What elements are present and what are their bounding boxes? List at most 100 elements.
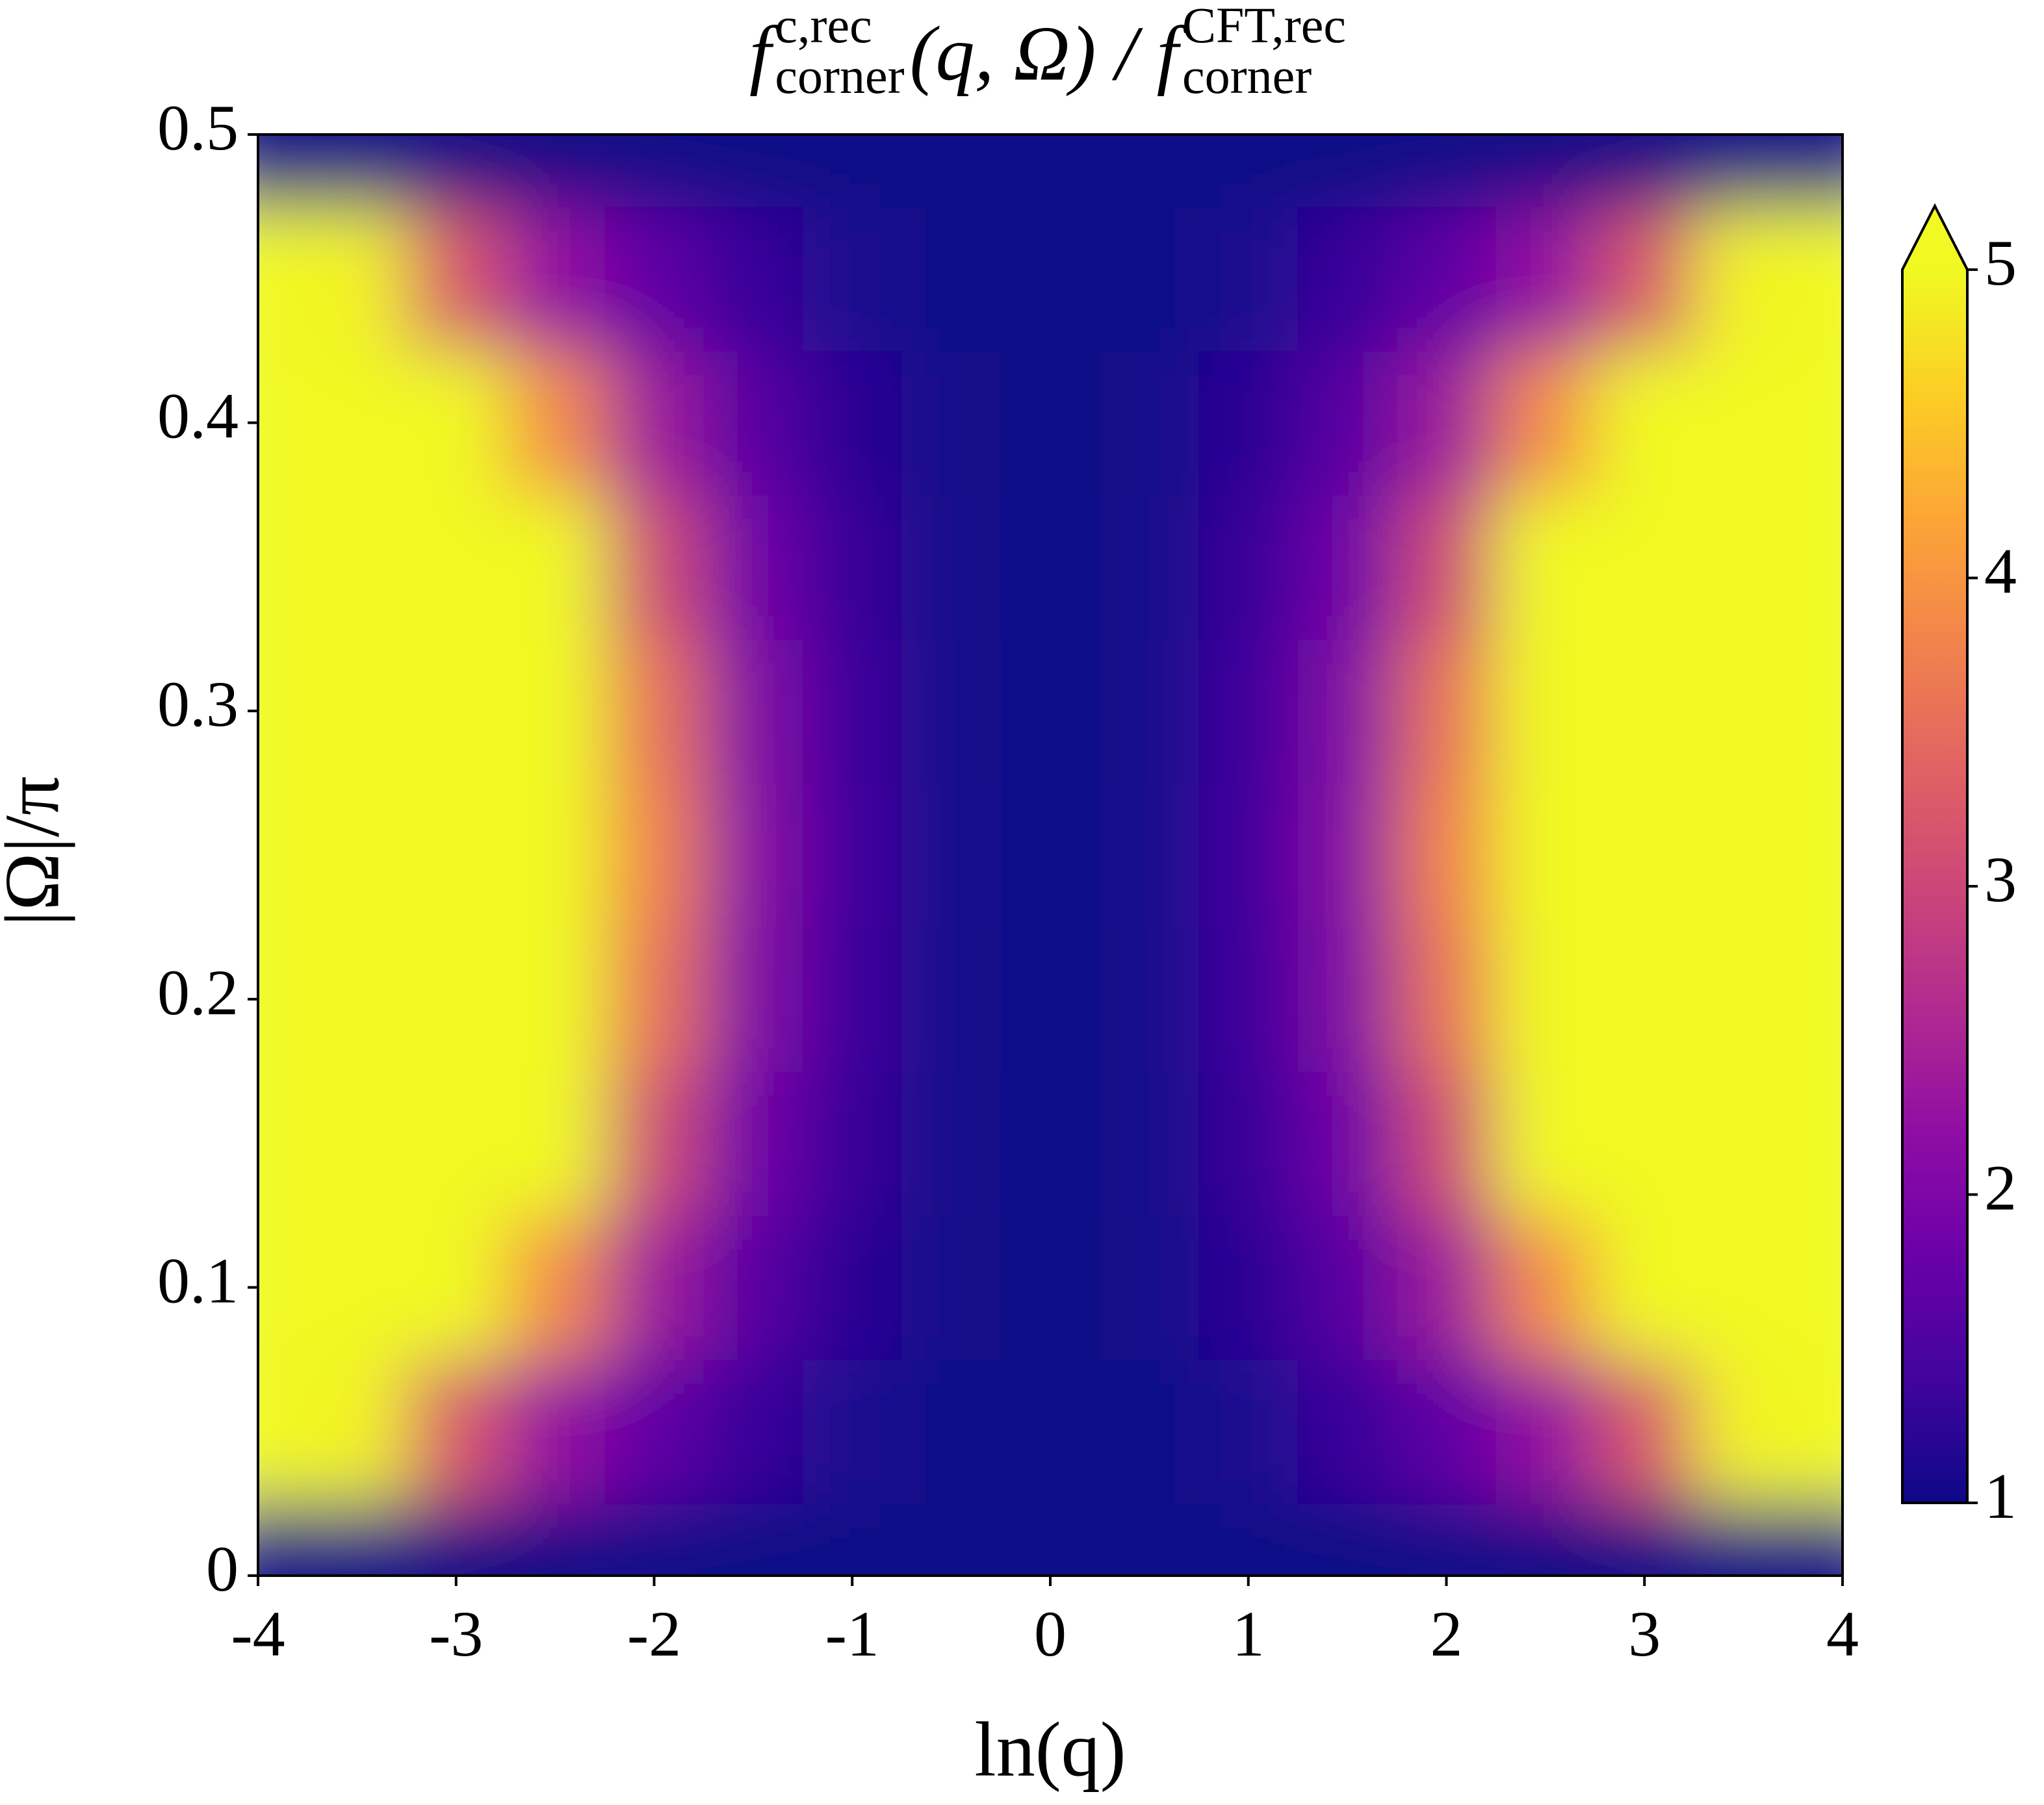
heat-cell bbox=[803, 783, 903, 928]
heat-cell bbox=[1100, 1359, 1200, 1505]
heat-cell bbox=[1495, 206, 1596, 352]
heat-cell bbox=[406, 1071, 506, 1216]
heat-cell bbox=[505, 350, 606, 496]
heat-cell bbox=[901, 134, 1002, 207]
heatmap-cells bbox=[258, 134, 1843, 1576]
heat-cell bbox=[1595, 1359, 1695, 1505]
title-subscript: corner bbox=[775, 47, 904, 104]
heat-cell bbox=[1397, 927, 1497, 1072]
heat-cell bbox=[1000, 1504, 1101, 1576]
heat-cell bbox=[1792, 206, 1843, 352]
heat-cell bbox=[1297, 639, 1398, 784]
heat-cell bbox=[1000, 134, 1101, 207]
heat-cell bbox=[1297, 134, 1398, 207]
heat-cell bbox=[505, 927, 606, 1072]
title-text: (q, Ω) / f bbox=[910, 10, 1188, 97]
heat-cell bbox=[703, 639, 804, 784]
y-tick-label: 0.1 bbox=[157, 1244, 239, 1316]
heat-cell bbox=[803, 494, 903, 640]
heat-cell bbox=[307, 1071, 408, 1216]
heat-cell bbox=[604, 1215, 705, 1361]
heat-cell bbox=[1792, 1359, 1843, 1505]
heat-cell bbox=[258, 1071, 309, 1216]
heat-cell bbox=[1100, 350, 1200, 496]
heat-cell bbox=[1397, 1504, 1497, 1576]
heat-cell bbox=[1397, 134, 1497, 207]
heat-cell bbox=[703, 927, 804, 1072]
heat-cell bbox=[1000, 1071, 1101, 1216]
x-tick-label: -1 bbox=[825, 1598, 879, 1670]
heat-cell bbox=[1595, 206, 1695, 352]
heat-cell bbox=[406, 927, 506, 1072]
heat-cell bbox=[803, 1215, 903, 1361]
heat-cell bbox=[505, 206, 606, 352]
heat-cell bbox=[307, 134, 408, 207]
heat-cell bbox=[803, 927, 903, 1072]
heat-cell bbox=[258, 783, 309, 928]
x-tick-label: 1 bbox=[1232, 1598, 1265, 1670]
heat-cell bbox=[1198, 1359, 1299, 1505]
heat-cell bbox=[1595, 639, 1695, 784]
heat-cell bbox=[604, 1071, 705, 1216]
heat-cell bbox=[505, 494, 606, 640]
heat-cell bbox=[901, 494, 1002, 640]
heat-cell bbox=[604, 494, 705, 640]
heat-cell bbox=[1495, 1504, 1596, 1576]
colorbar-tick-label: 1 bbox=[1984, 1460, 2017, 1532]
heat-cell bbox=[258, 1504, 309, 1576]
heat-cell bbox=[703, 1215, 804, 1361]
heat-cell bbox=[604, 639, 705, 784]
heat-cell bbox=[1495, 494, 1596, 640]
heat-cell bbox=[258, 639, 309, 784]
heat-cell bbox=[406, 1215, 506, 1361]
heat-cell bbox=[505, 783, 606, 928]
heat-cell bbox=[1397, 494, 1497, 640]
heat-cell bbox=[901, 1071, 1002, 1216]
heat-cell bbox=[406, 783, 506, 928]
y-tick-label: 0 bbox=[206, 1533, 239, 1605]
heat-cell bbox=[307, 639, 408, 784]
heat-cell bbox=[1595, 134, 1695, 207]
heat-cell bbox=[703, 206, 804, 352]
heat-cell bbox=[803, 1071, 903, 1216]
heat-cell bbox=[803, 350, 903, 496]
heat-cell bbox=[803, 1359, 903, 1505]
heat-cell bbox=[604, 927, 705, 1072]
heat-cell bbox=[1792, 783, 1843, 928]
heat-cell bbox=[604, 350, 705, 496]
heat-cell bbox=[1397, 1215, 1497, 1361]
heat-cell bbox=[1100, 1504, 1200, 1576]
y-tick-label: 0.2 bbox=[157, 956, 239, 1029]
heat-cell bbox=[604, 134, 705, 207]
heat-cell bbox=[258, 494, 309, 640]
heat-cell bbox=[1495, 639, 1596, 784]
heat-cell bbox=[1694, 1504, 1794, 1576]
heat-cell bbox=[307, 1359, 408, 1505]
heat-cell bbox=[307, 1215, 408, 1361]
heat-cell bbox=[1595, 783, 1695, 928]
heat-cell bbox=[1495, 1359, 1596, 1505]
heat-cell bbox=[901, 1215, 1002, 1361]
heat-cell bbox=[1000, 927, 1101, 1072]
heat-cell bbox=[1297, 1215, 1398, 1361]
heat-cell bbox=[1595, 1071, 1695, 1216]
heat-cell bbox=[703, 783, 804, 928]
heat-cell bbox=[1000, 206, 1101, 352]
heat-cell bbox=[1100, 1215, 1200, 1361]
heat-cell bbox=[1694, 639, 1794, 784]
heat-cell bbox=[703, 1071, 804, 1216]
heat-cell bbox=[1000, 783, 1101, 928]
x-tick-label: -3 bbox=[429, 1598, 483, 1670]
heat-cell bbox=[1397, 639, 1497, 784]
heat-cell bbox=[1297, 927, 1398, 1072]
heat-cell bbox=[1495, 134, 1596, 207]
heat-cell bbox=[901, 1504, 1002, 1576]
title-subscript: corner bbox=[1182, 47, 1312, 104]
heat-cell bbox=[1100, 1071, 1200, 1216]
heat-cell bbox=[1595, 927, 1695, 1072]
heat-cell bbox=[1397, 1071, 1497, 1216]
heat-cell bbox=[505, 1504, 606, 1576]
heat-cell bbox=[1694, 1359, 1794, 1505]
heat-cell bbox=[703, 494, 804, 640]
heat-cell bbox=[1198, 206, 1299, 352]
